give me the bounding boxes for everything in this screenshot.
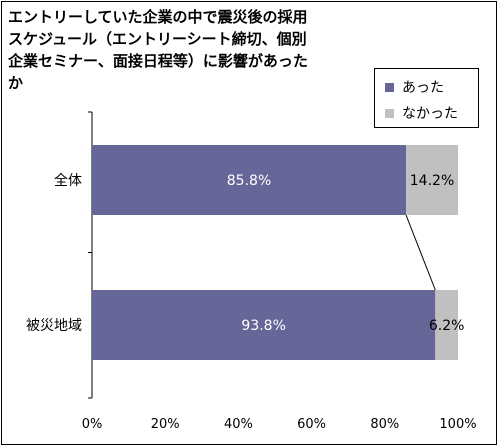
data-label-0-1: 93.8%: [241, 318, 285, 334]
bar-0-1: [92, 290, 436, 360]
category-label-1: 被災地域: [26, 318, 82, 334]
chart-legend: あった なかった: [374, 68, 479, 128]
x-tick-label-5: 100%: [439, 417, 476, 432]
x-tick-label-3: 60%: [297, 417, 326, 432]
x-tick-label-0: 0%: [82, 417, 103, 432]
legend-swatch-nakatta: [385, 108, 394, 118]
legend-item-atta: あった: [385, 74, 478, 100]
bar-1-0: [406, 145, 458, 215]
series-connector-line: [405, 214, 436, 291]
legend-item-nakatta: なかった: [385, 100, 478, 126]
chart-title: エントリーしていた企業の中で震災後の採用スケジュール（エントリーシート締切、個別…: [8, 8, 308, 92]
x-tick-label-1: 20%: [151, 417, 180, 432]
data-label-0-0: 85.8%: [227, 173, 271, 189]
legend-swatch-atta: [385, 82, 394, 92]
category-label-0: 全体: [54, 172, 82, 189]
x-tick-label-2: 40%: [224, 417, 253, 432]
x-tick-label-4: 80%: [370, 417, 399, 432]
data-label-1-0: 14.2%: [410, 173, 454, 189]
bar-1-1: [435, 290, 458, 360]
legend-label-atta: あった: [402, 80, 444, 96]
data-label-1-1: 6.2%: [429, 318, 465, 334]
legend-label-nakatta: なかった: [402, 106, 458, 122]
bar-0-0: [92, 145, 407, 215]
